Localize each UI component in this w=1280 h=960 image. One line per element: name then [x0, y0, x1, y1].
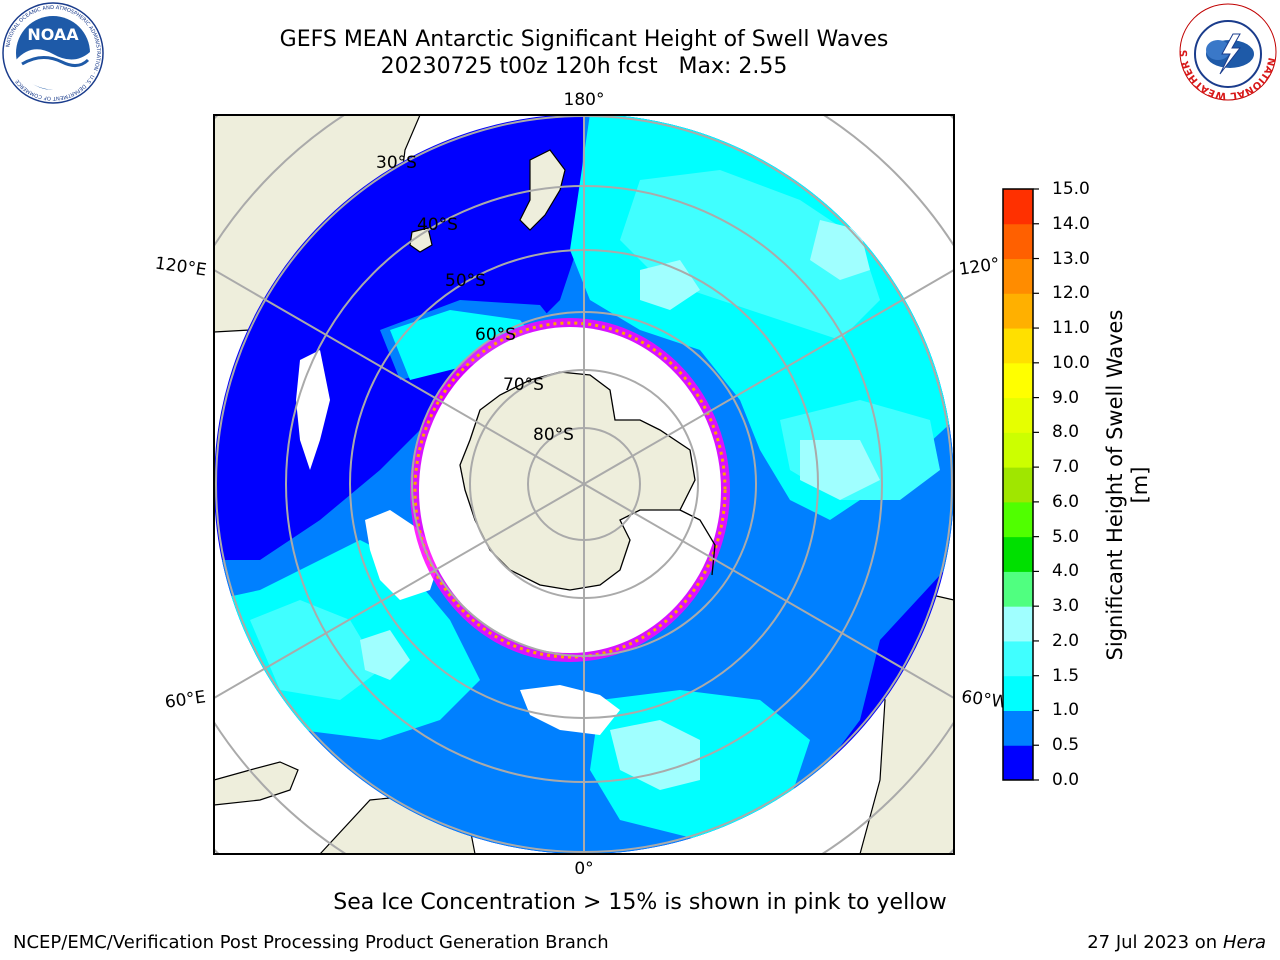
- colorbar-tick-label: 14.0: [1052, 213, 1090, 234]
- lon-label-120e: 120°E: [154, 254, 208, 281]
- colorbar-tick-label: 1.5: [1052, 665, 1080, 686]
- colorbar-segment: [1003, 223, 1033, 260]
- colorbar-segment: [1003, 640, 1033, 677]
- colorbar-tick-label: 15.0: [1052, 179, 1090, 199]
- colorbar-tick-label: 3.0: [1052, 596, 1080, 617]
- lat-label-30s: 30°S: [376, 153, 417, 173]
- colorbar: [1003, 188, 1039, 781]
- sea-ice-note: Sea Ice Concentration > 15% is shown in …: [333, 890, 947, 915]
- lat-label-80s: 80°S: [533, 425, 574, 445]
- lon-label-60e: 60°E: [164, 687, 207, 712]
- lat-label-50s: 50°S: [445, 271, 486, 291]
- colorbar-segment: [1003, 710, 1033, 746]
- colorbar-segment: [1003, 258, 1033, 294]
- nws-logo: NATIONAL WEATHER SERVICE: [1174, 0, 1278, 106]
- colorbar-segment: [1003, 501, 1033, 538]
- footer-branch: NCEP/EMC/Verification Post Processing Pr…: [13, 932, 609, 953]
- colorbar-tick-label: 9.0: [1052, 387, 1080, 408]
- colorbar-tick-label: 0.0: [1052, 770, 1080, 790]
- colorbar-tick-label: 8.0: [1052, 422, 1080, 443]
- colorbar-segment: [1003, 606, 1033, 642]
- colorbar-tick-label: 13.0: [1052, 248, 1090, 269]
- colorbar-frame: [1002, 188, 1034, 781]
- svg-text:NOAA: NOAA: [27, 25, 79, 44]
- noaa-logo: NOAA NATIONAL OCEANIC AND ATMOSPHERIC AD…: [2, 2, 104, 108]
- lat-label-40s: 40°S: [417, 215, 458, 235]
- colorbar-segment: [1003, 536, 1033, 572]
- colorbar-segment: [1003, 397, 1033, 433]
- colorbar-tick-label: 10.0: [1052, 352, 1090, 373]
- figure-title: GEFS MEAN Antarctic Significant Height o…: [279, 27, 889, 52]
- colorbar-segment: [1003, 293, 1033, 329]
- colorbar-tick-label: 2.0: [1052, 630, 1080, 651]
- map-frame: [213, 114, 955, 855]
- colorbar-segment: [1003, 362, 1033, 399]
- colorbar-tick-label: 11.0: [1052, 318, 1090, 339]
- colorbar-label: Significant Height of Swell Waves [m]: [1103, 309, 1152, 661]
- lon-label-60w: 60°W: [960, 687, 1009, 713]
- colorbar-tick-label: 5.0: [1052, 526, 1080, 547]
- footer-date-text: 27 Jul 2023 on: [1087, 932, 1223, 953]
- ocean-field: [214, 114, 954, 854]
- colorbar-segment: [1003, 432, 1033, 468]
- lon-label-0: 0°: [574, 859, 593, 879]
- colorbar-segment: [1003, 571, 1033, 607]
- figure-subtitle: 20230725 t00z 120h fcst Max: 2.55: [380, 54, 788, 79]
- colorbar-segment: [1003, 189, 1033, 225]
- colorbar-tick-label: 1.0: [1052, 700, 1080, 721]
- footer-host: Hera: [1222, 932, 1266, 953]
- colorbar-segment: [1003, 328, 1033, 364]
- colorbar-tick-label: 6.0: [1052, 491, 1080, 512]
- lon-label-120w: 120°: [958, 254, 1001, 280]
- colorbar-segment: [1003, 745, 1033, 781]
- lat-label-60s: 60°S: [475, 325, 516, 345]
- colorbar-segment: [1003, 467, 1033, 503]
- colorbar-tick-label: 12.0: [1052, 283, 1090, 304]
- colorbar-tick-label: 7.0: [1052, 457, 1080, 478]
- colorbar-tick-label: 4.0: [1052, 561, 1080, 582]
- colorbar-segment: [1003, 675, 1033, 711]
- lon-label-180: 180°: [564, 90, 605, 110]
- lat-label-70s: 70°S: [503, 375, 544, 395]
- footer-date: 27 Jul 2023 on Hera: [1087, 932, 1266, 953]
- colorbar-tick-label: 0.5: [1052, 735, 1080, 756]
